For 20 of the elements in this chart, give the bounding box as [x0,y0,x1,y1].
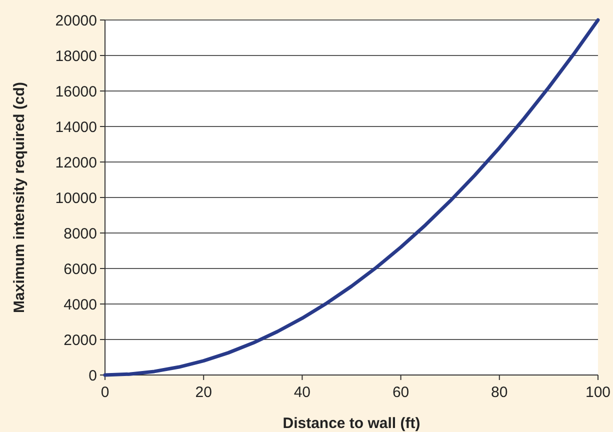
y-tick-label: 14000 [55,118,97,136]
y-tick-label: 0 [88,367,97,384]
x-tick-label: 20 [195,384,212,401]
line-series [103,18,600,377]
y-tick-label: 10000 [55,190,97,207]
y-tick-label: 12000 [55,154,97,172]
y-tick-label: 20000 [55,12,97,30]
x-tick-label: 80 [491,384,508,401]
x-tick-label: 60 [392,384,410,401]
x-axis-title: Distance to wall (ft) [282,415,420,432]
y-tick-label: 2000 [64,332,97,349]
y-tick-label: 18000 [55,48,97,65]
x-tick-label: 100 [585,384,611,401]
y-tick-label: 4000 [64,296,97,314]
y-tick-label: 6000 [64,260,97,278]
x-tick-label: 40 [294,384,311,401]
y-axis-title: Maximum intensity required (cd) [11,82,28,313]
x-tick-label: 0 [100,384,110,401]
y-tick-label: 16000 [55,83,97,100]
y-tick-label: 8000 [64,225,97,242]
